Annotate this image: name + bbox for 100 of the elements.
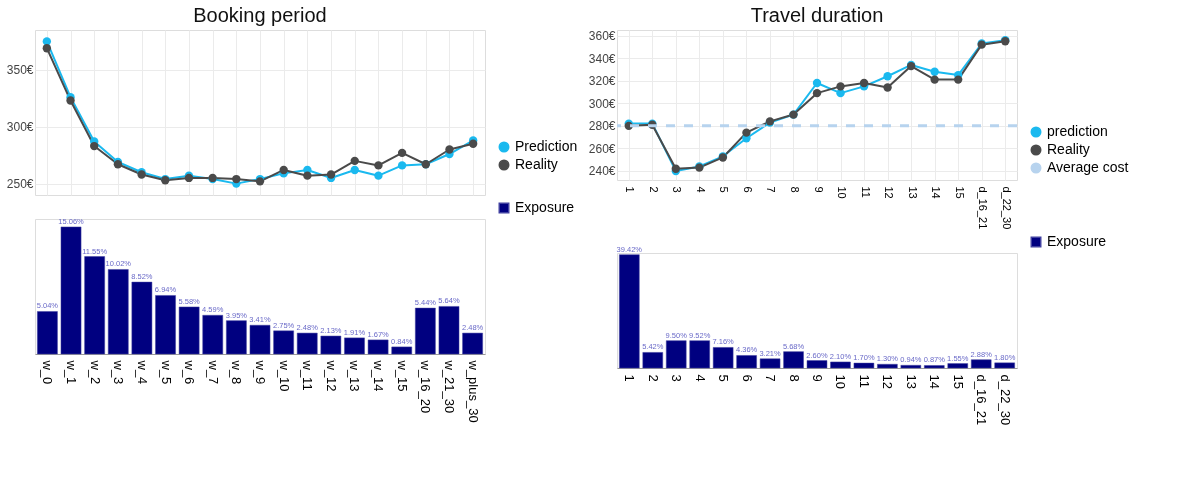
bar <box>666 340 687 369</box>
x-tick-label: w_3 <box>111 359 127 385</box>
bar <box>994 362 1015 369</box>
y-tick-label: 300€ <box>588 96 616 111</box>
x-tick-label: w_1 <box>64 359 80 385</box>
legend-label: Exposure <box>515 199 575 215</box>
x-tick-label: w_15 <box>394 359 410 392</box>
x-tick-label: 5 <box>716 374 732 382</box>
x-tick-label: 6 <box>741 186 754 193</box>
point <box>303 171 312 180</box>
bar <box>462 332 483 355</box>
bar <box>736 355 757 369</box>
bar <box>830 361 851 369</box>
bar <box>155 295 176 355</box>
x-tick-label: 4 <box>692 374 708 382</box>
legend-label: Reality <box>515 156 558 172</box>
bar <box>853 362 875 369</box>
bar <box>320 335 342 355</box>
bar <box>84 256 105 355</box>
point <box>350 156 359 166</box>
legend-label: Prediction <box>515 138 578 154</box>
bar <box>202 315 224 355</box>
bar <box>619 254 640 369</box>
x-tick-label: w_14 <box>371 359 387 392</box>
x-tick-label: 7 <box>763 374 779 382</box>
x-tick-label: 8 <box>786 374 802 382</box>
point <box>883 72 892 81</box>
bar <box>783 351 804 369</box>
x-tick-label: w_2 <box>87 359 103 385</box>
legend-label: Exposure <box>1047 233 1107 249</box>
chart-title: Booking period <box>193 4 327 26</box>
bar <box>367 339 389 355</box>
x-tick-label: w_13 <box>347 359 363 392</box>
y-tick-label: 240€ <box>588 164 616 179</box>
bar <box>806 360 828 369</box>
legend-label: prediction <box>1047 123 1108 139</box>
point <box>742 128 751 137</box>
x-tick-label: 1 <box>624 186 637 193</box>
x-tick-label: 4 <box>694 186 707 193</box>
point <box>326 170 336 179</box>
x-tick-label: d_22_30 <box>997 374 1013 426</box>
y-tick-label: 250€ <box>6 177 34 192</box>
point <box>859 78 869 88</box>
x-tick-label: 3 <box>669 374 685 382</box>
x-tick-label: w_8 <box>229 359 245 385</box>
x-tick-label: 11 <box>859 186 872 198</box>
y-tick-label: 320€ <box>588 74 616 89</box>
x-tick-label: 10 <box>836 186 849 199</box>
x-tick-label: w_11 <box>300 359 316 391</box>
point <box>66 96 75 105</box>
point <box>930 75 939 84</box>
x-tick-label: 12 <box>883 186 896 199</box>
x-tick-label: 8 <box>788 186 801 193</box>
x-tick-label: w_plus_30 <box>465 359 481 423</box>
x-tick-label: 9 <box>810 374 825 382</box>
x-tick-label: w_7 <box>205 359 221 385</box>
legend-label: Reality <box>1047 141 1090 157</box>
bar <box>37 311 58 355</box>
x-tick-label: 3 <box>671 186 684 193</box>
point <box>836 82 845 91</box>
x-tick-label: 13 <box>903 374 919 389</box>
y-tick-label: 260€ <box>588 141 616 156</box>
bar <box>642 352 663 369</box>
bar <box>877 364 898 369</box>
bar <box>900 365 922 369</box>
bar <box>131 281 153 355</box>
x-tick-label: w_10 <box>276 359 292 392</box>
y-tick-label: 280€ <box>588 119 616 134</box>
point <box>232 174 241 184</box>
point <box>374 161 383 170</box>
bar <box>178 306 200 355</box>
bar <box>415 307 436 355</box>
x-tick-label: 15 <box>953 186 966 199</box>
point <box>953 75 963 84</box>
bar <box>60 226 82 355</box>
x-tick-label: 5 <box>718 186 731 193</box>
x-tick-label: w_6 <box>182 359 198 385</box>
bar <box>107 269 129 355</box>
x-tick-label: 6 <box>739 374 755 382</box>
point <box>90 141 99 151</box>
point <box>812 78 822 88</box>
y-tick-label: 340€ <box>588 51 616 66</box>
x-tick-label: d_16_21 <box>977 186 990 230</box>
legend-label: Average cost <box>1047 159 1129 175</box>
x-tick-label: 11 <box>856 374 872 388</box>
chart-title: Travel duration <box>750 3 884 26</box>
x-tick-label: 14 <box>927 374 943 389</box>
point <box>445 145 454 154</box>
bar <box>924 365 945 369</box>
x-tick-label: w_4 <box>134 359 150 385</box>
bar <box>273 330 294 355</box>
x-tick-label: d_22_30 <box>1000 186 1013 230</box>
point <box>883 83 892 92</box>
y-tick-label: 360€ <box>588 29 616 44</box>
x-tick-label: w_21_30 <box>441 359 457 414</box>
point <box>279 165 288 175</box>
bar <box>759 358 781 369</box>
x-tick-label: 10 <box>833 374 849 389</box>
x-tick-label: w_5 <box>158 359 174 385</box>
point <box>812 88 822 98</box>
